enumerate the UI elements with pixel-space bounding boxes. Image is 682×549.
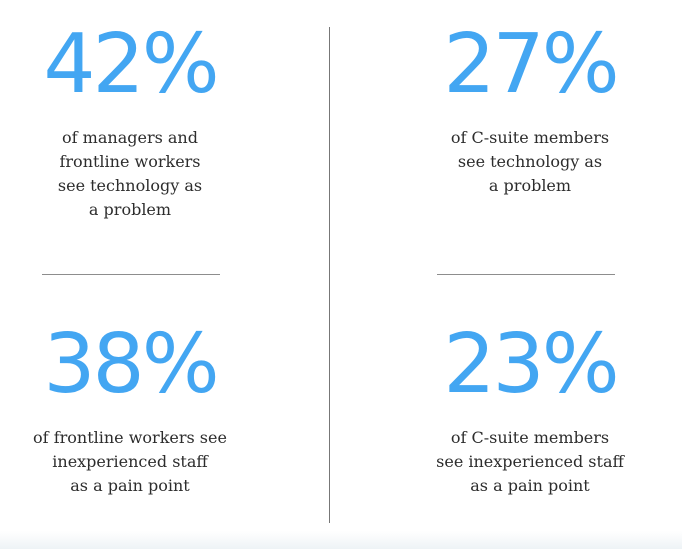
stat-description: of managers and frontline workers see te…	[57, 128, 203, 219]
stat-managers-frontline-technology: 42% of managers and frontline workers se…	[20, 24, 240, 222]
stat-csuite-inexperienced-staff: 23% of C-suite members see inexperienced…	[405, 324, 655, 498]
bottom-fade	[0, 531, 682, 549]
center-vertical-divider	[329, 27, 330, 523]
stat-frontline-inexperienced-staff: 38% of frontline workers see inexperienc…	[10, 324, 250, 498]
stat-value: 23%	[443, 317, 619, 412]
right-horizontal-divider	[437, 274, 615, 275]
stat-description: of frontline workers see inexperienced s…	[33, 428, 227, 495]
stat-description: of C-suite members see inexperienced sta…	[436, 428, 624, 495]
stat-csuite-technology: 27% of C-suite members see technology as…	[405, 24, 655, 198]
left-horizontal-divider	[42, 274, 220, 275]
stat-value: 42%	[43, 17, 219, 112]
stat-description: of C-suite members see technology as a p…	[450, 128, 610, 195]
stat-value: 38%	[43, 317, 219, 412]
stat-value: 27%	[443, 17, 619, 112]
